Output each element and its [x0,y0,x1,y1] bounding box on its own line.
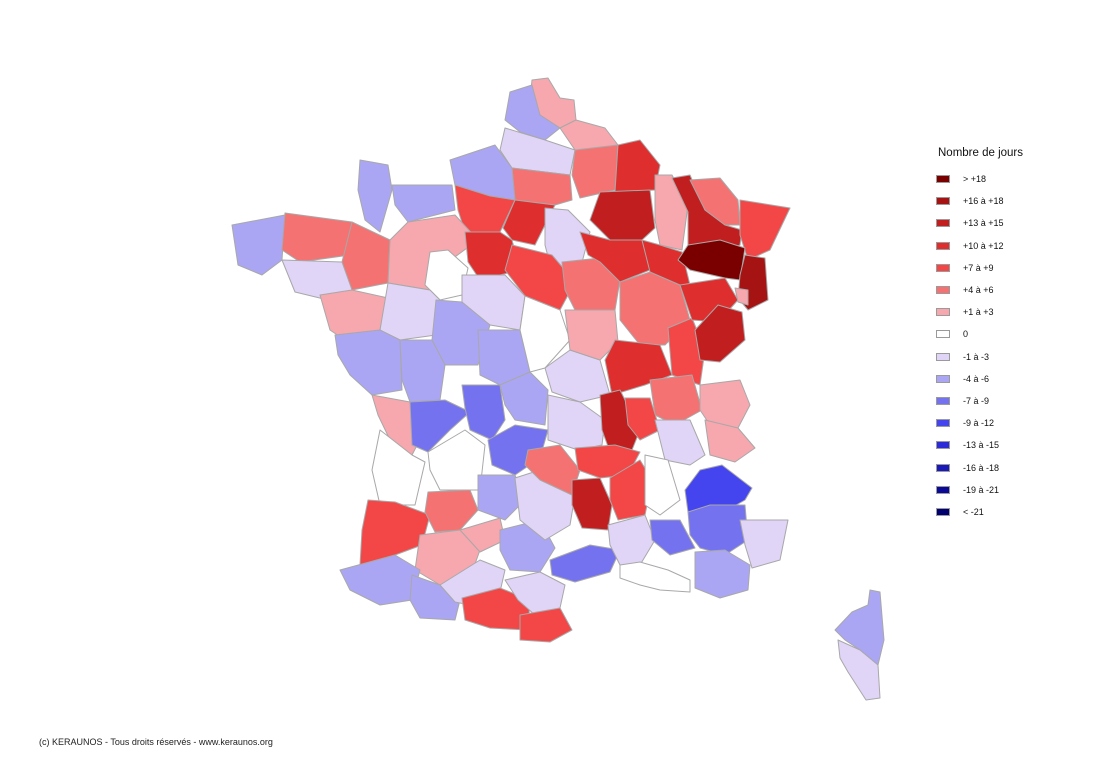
department [739,199,791,261]
department [549,544,621,583]
legend-swatch [936,330,950,339]
department [424,489,479,533]
department [571,144,619,199]
department [499,371,549,426]
legend-label: -9 à -12 [963,418,995,429]
department [409,399,471,453]
department [231,214,286,276]
legend-swatch [936,241,950,250]
legend-item: -4 à -6 [936,368,1023,390]
department [519,607,573,643]
legend-item: < -21 [936,501,1023,523]
legend-swatch [936,507,950,516]
department [734,287,749,306]
department [604,339,673,396]
legend-item: +7 à +9 [936,257,1023,279]
legend-swatch [936,219,950,228]
department [837,639,881,701]
legend-label: +10 à +12 [963,240,1004,251]
department [614,139,661,193]
legend-label: +16 à +18 [963,196,1004,207]
legend-item: > +18 [936,168,1023,190]
legend-swatch [936,308,950,317]
department [704,419,756,463]
legend-label: -1 à -3 [963,351,990,362]
department [654,419,706,466]
department [371,429,426,506]
department [677,239,746,281]
legend-items: > +18 +16 à +18 +13 à +15 +10 à +12 +7 à +9 +… [936,168,1023,523]
department [547,394,606,451]
department [334,329,403,396]
legend-item: -19 à -21 [936,479,1023,501]
legend-item: -16 à -18 [936,456,1023,478]
legend-label: -4 à -6 [963,373,990,384]
department [477,474,526,521]
legend-label: > +18 [963,174,987,185]
department [504,84,561,141]
legend-label: +1 à +3 [963,307,994,318]
department [644,454,681,516]
legend-item: +1 à +3 [936,301,1023,323]
legend-item: -1 à -3 [936,346,1023,368]
legend-swatch [936,419,950,428]
legend-item: -7 à -9 [936,390,1023,412]
legend-item: +4 à +6 [936,279,1023,301]
department [339,554,421,606]
legend-label: -13 à -15 [963,440,1000,451]
legend-label: -16 à -18 [963,462,1000,473]
department [649,519,696,556]
legend-item: +13 à +15 [936,212,1023,234]
department [359,499,431,566]
department [694,304,746,363]
legend-label: 0 [963,329,969,340]
legend-item: 0 [936,323,1023,345]
legend-label: +13 à +15 [963,218,1004,229]
legend-label: -19 à -21 [963,484,1000,495]
department [649,374,703,426]
legend-item: +10 à +12 [936,235,1023,257]
legend-title: Nombre de jours [938,147,1024,159]
department [379,282,441,341]
mainland-france [231,77,791,643]
legend-swatch [936,396,950,405]
copyright-credit: (c) KERAUNOS - Tous droits réservés - ww… [39,737,273,747]
department [391,184,456,223]
department [687,504,749,556]
legend-swatch [936,374,950,383]
department [461,384,506,441]
legend-swatch [936,352,950,361]
legend-swatch [936,463,950,472]
legend-label: +4 à +6 [963,285,994,296]
department [619,561,691,593]
department [281,212,353,263]
department [357,159,393,233]
department [571,477,613,531]
department [624,397,661,441]
legend-label: < -21 [963,506,984,517]
department [694,549,751,599]
legend-swatch [936,197,950,206]
legend-swatch [936,263,950,272]
department [341,221,391,291]
department [589,189,656,241]
department [739,519,789,569]
legend-swatch [936,485,950,494]
legend-swatch [936,175,950,184]
legend-swatch [936,441,950,450]
legend-item: +16 à +18 [936,190,1023,212]
corsica [834,589,885,701]
legend-item: -9 à -12 [936,412,1023,434]
legend-item: -13 à -15 [936,434,1023,456]
department [502,199,556,246]
legend-swatch [936,286,950,295]
legend-label: +7 à +9 [963,262,994,273]
legend: Nombre de jours > +18 +16 à +18 +13 à +15 +… [936,147,1023,523]
department [834,589,885,666]
legend-label: -7 à -9 [963,395,990,406]
